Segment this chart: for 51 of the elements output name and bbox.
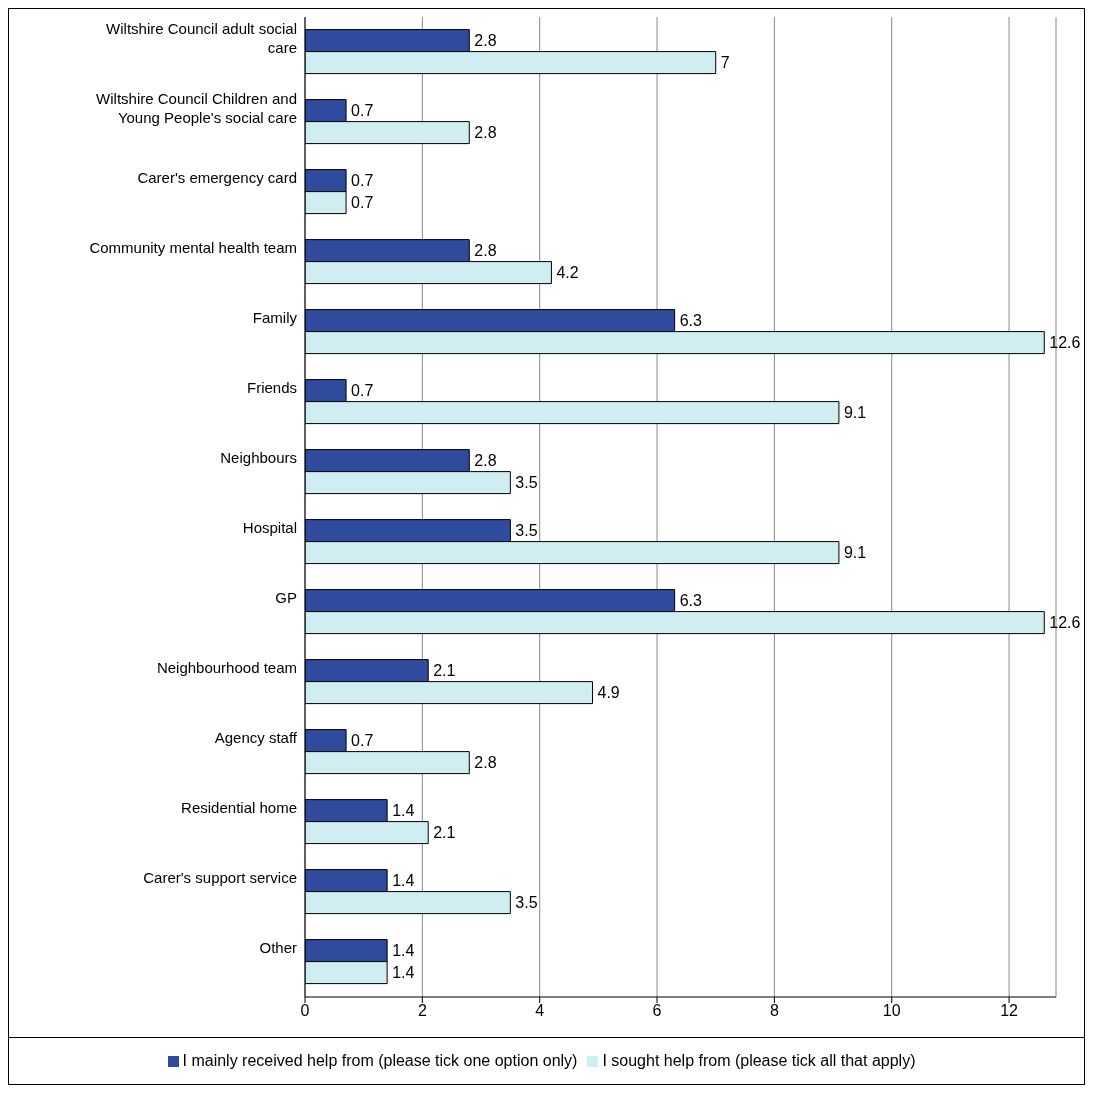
y-tick-label: Community mental health team xyxy=(89,239,297,256)
data-label: 2.8 xyxy=(474,754,497,772)
x-tick-label: 2 xyxy=(417,1002,427,1020)
data-label: 7 xyxy=(720,54,730,72)
data-label: 9.1 xyxy=(843,404,867,422)
data-label: 9.1 xyxy=(843,544,867,562)
y-tick-label: Hospital xyxy=(242,519,297,536)
y-tick-label: Carer's emergency card xyxy=(137,169,297,186)
data-label: 0.7 xyxy=(351,382,374,400)
data-label: 0.7 xyxy=(351,172,374,190)
y-tick-label: Residential home xyxy=(181,799,297,816)
data-label: 12.6 xyxy=(1049,334,1081,352)
y-tick-label: Family xyxy=(252,309,298,326)
data-label: 6.3 xyxy=(679,312,702,330)
x-tick-label: 12 xyxy=(1000,1002,1019,1020)
data-label: 2.8 xyxy=(474,242,497,260)
y-tick-label: Friends xyxy=(246,379,297,396)
data-label: 2.8 xyxy=(474,32,497,50)
data-label: 1.4 xyxy=(392,872,415,890)
y-tick-label: GP xyxy=(275,589,297,606)
data-label: 4.9 xyxy=(597,684,620,702)
y-tick-label: Neighbourhood team xyxy=(156,659,297,676)
data-label: 3.5 xyxy=(515,894,538,912)
data-label: 1.4 xyxy=(392,802,415,820)
y-tick-label: Agency staff xyxy=(214,729,298,746)
y-tick-label: Wiltshire Council adult social care xyxy=(106,19,297,56)
data-label: 12.6 xyxy=(1049,614,1081,632)
legend-label: I sought help from (please tick all that apply) xyxy=(602,1052,916,1069)
y-tick-label: Neighbours xyxy=(220,449,297,466)
data-label: 0.7 xyxy=(351,102,374,120)
x-tick-label: 10 xyxy=(882,1002,901,1020)
y-tick-label: Wiltshire Council Children and Young People's social care xyxy=(96,89,297,126)
data-label: 4.2 xyxy=(556,264,579,282)
x-tick-label: 6 xyxy=(652,1002,662,1020)
data-label: 3.5 xyxy=(515,474,538,492)
data-label: 0.7 xyxy=(351,732,374,750)
legend-label: I mainly received help from (please tick one option only) xyxy=(182,1052,578,1069)
data-label: 2.8 xyxy=(474,124,497,142)
y-tick-label: Other xyxy=(259,939,297,956)
data-label: 1.4 xyxy=(392,942,415,960)
data-label: 0.7 xyxy=(351,194,374,212)
x-tick-label: 8 xyxy=(769,1002,779,1020)
y-tick-label: Carer's support service xyxy=(143,869,297,886)
data-label: 6.3 xyxy=(679,592,702,610)
data-label: 3.5 xyxy=(515,522,538,540)
data-label: 2.8 xyxy=(474,452,497,470)
data-label: 2.1 xyxy=(433,662,456,680)
data-label: 2.1 xyxy=(433,824,456,842)
data-label: 1.4 xyxy=(392,964,415,982)
x-tick-label: 0 xyxy=(300,1002,310,1020)
x-tick-label: 4 xyxy=(535,1002,545,1020)
